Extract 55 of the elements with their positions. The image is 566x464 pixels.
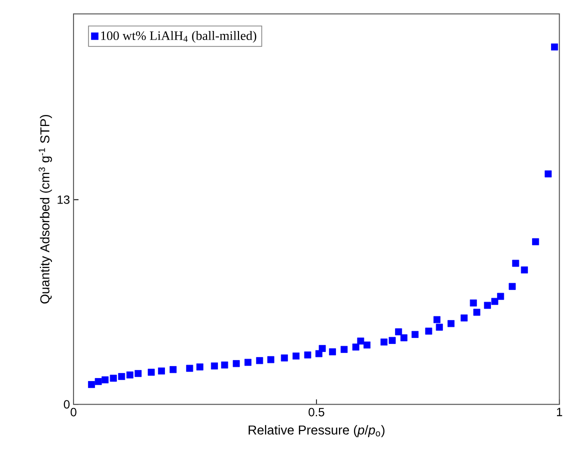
point: [395, 328, 402, 336]
point: [196, 363, 204, 370]
point: [532, 238, 540, 246]
point: [470, 299, 477, 306]
point: [221, 362, 228, 368]
point: [210, 362, 218, 370]
point: [473, 308, 480, 316]
point: [544, 170, 552, 178]
point: [491, 298, 498, 305]
x-tick-label: 0: [70, 408, 76, 416]
point: [318, 345, 326, 352]
point: [497, 292, 504, 300]
point: [433, 316, 440, 324]
point: [512, 260, 520, 267]
point: [412, 330, 419, 338]
point: [460, 314, 468, 322]
point: [425, 328, 432, 335]
point: [380, 338, 388, 346]
point: [158, 368, 165, 374]
point: [436, 324, 443, 331]
point: [304, 351, 312, 358]
point: [520, 266, 528, 274]
point: [126, 371, 134, 378]
point: [244, 358, 252, 366]
point: [280, 354, 288, 362]
point: [134, 370, 142, 377]
x-axis-title: Relative Pressure (p/p$_{o}$): [248, 425, 384, 438]
point: [148, 368, 155, 376]
point: [357, 338, 364, 345]
point: [88, 381, 95, 388]
point: [232, 360, 240, 368]
point: [388, 336, 396, 344]
point: [484, 302, 491, 309]
point: [364, 342, 370, 348]
point: [400, 334, 408, 342]
point: [94, 378, 102, 386]
point: [118, 373, 126, 380]
legend-label: 100 wt% LiAlH$_{4}$ (ball-milled): [101, 30, 256, 43]
point: [267, 356, 274, 364]
point: [448, 320, 455, 328]
point: [102, 376, 109, 384]
point: [292, 352, 300, 360]
y-tick-label: 13: [58, 195, 70, 204]
point: [170, 366, 177, 374]
point: [551, 43, 558, 50]
x-tick-label: 1: [556, 408, 562, 416]
point: [329, 348, 336, 356]
point: [340, 346, 348, 353]
point: [508, 282, 516, 290]
point: [352, 344, 360, 351]
point: [186, 364, 194, 372]
point: [110, 374, 117, 382]
y-axis-title: Quantity Adsorbed (cm$^{3}$ g$^{-1}$ STP): [38, 114, 52, 304]
point: [256, 357, 264, 364]
x-tick-label: 0.5: [308, 408, 324, 416]
